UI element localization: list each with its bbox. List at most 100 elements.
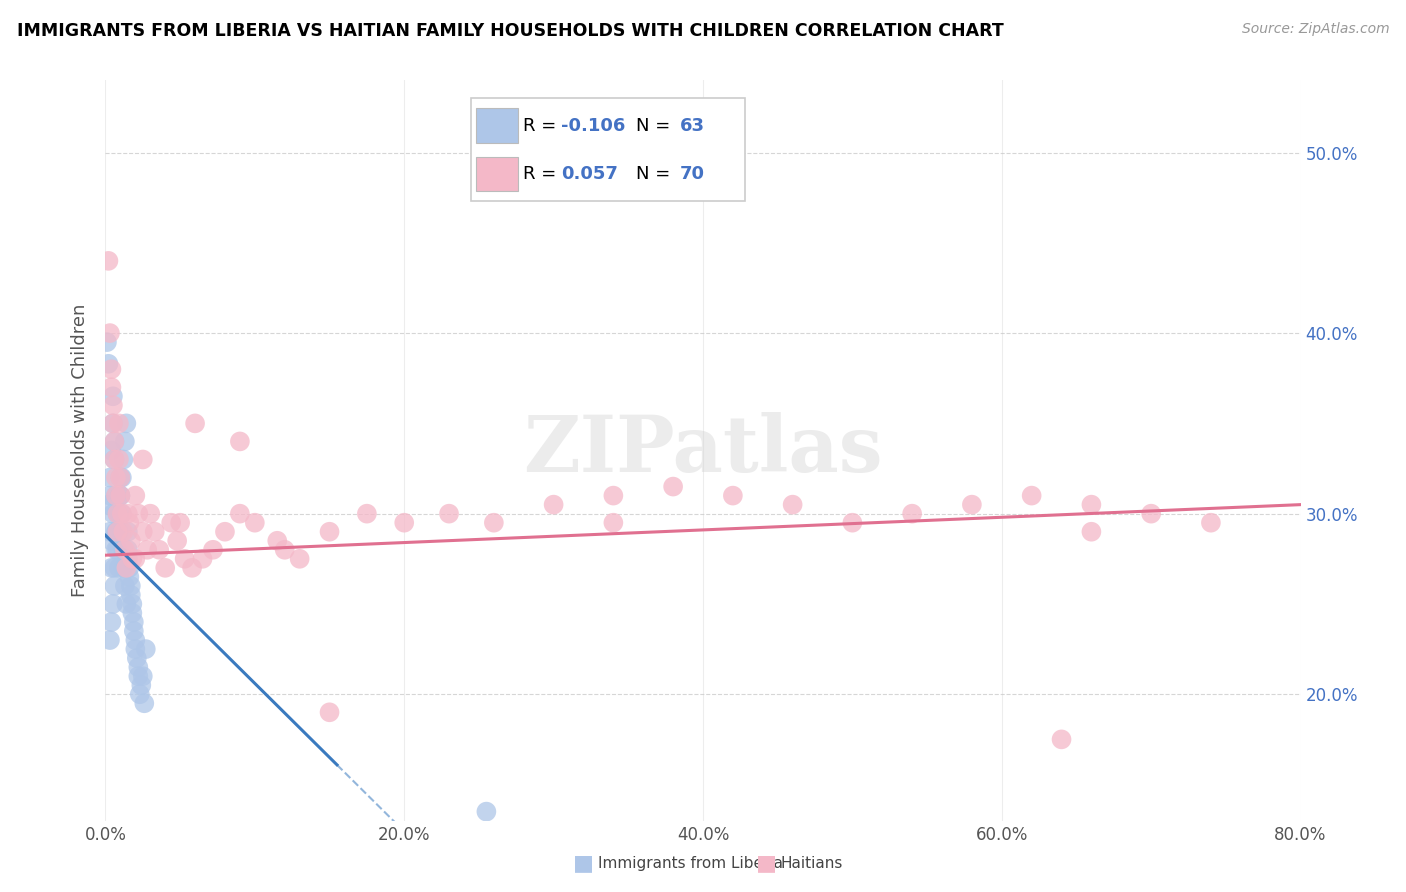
Point: [117, 542, 139, 557]
Point: [543, 498, 565, 512]
Point: [98, 633, 121, 648]
Text: ■: ■: [756, 854, 776, 873]
Point: [482, 516, 505, 530]
Point: [841, 516, 863, 530]
Point: [103, 434, 125, 449]
Point: [104, 489, 127, 503]
Point: [124, 642, 146, 657]
Point: [184, 417, 207, 431]
Point: [111, 524, 134, 539]
Point: [169, 516, 191, 530]
Point: [97, 357, 120, 371]
Point: [111, 470, 134, 484]
FancyBboxPatch shape: [471, 98, 745, 201]
Text: 0.057: 0.057: [561, 165, 619, 183]
Point: [117, 524, 139, 539]
Point: [960, 498, 983, 512]
Point: [1050, 732, 1073, 747]
Point: [104, 524, 127, 539]
Point: [103, 561, 125, 575]
Point: [602, 489, 624, 503]
FancyBboxPatch shape: [477, 157, 517, 192]
Point: [127, 669, 149, 683]
Point: [110, 489, 132, 503]
Point: [1140, 507, 1163, 521]
Point: [107, 542, 129, 557]
Point: [114, 434, 136, 449]
Point: [191, 551, 214, 566]
Point: [114, 579, 136, 593]
Point: [273, 542, 295, 557]
Point: [101, 597, 124, 611]
Point: [143, 524, 166, 539]
Point: [901, 507, 924, 521]
Point: [1080, 498, 1102, 512]
Point: [111, 507, 134, 521]
Point: [112, 561, 135, 575]
Point: [356, 507, 378, 521]
Point: [124, 551, 146, 566]
Point: [101, 417, 124, 431]
Point: [229, 434, 252, 449]
Point: [108, 417, 131, 431]
Text: 70: 70: [679, 165, 704, 183]
Point: [166, 533, 188, 548]
Point: [115, 417, 138, 431]
Point: [101, 507, 124, 521]
Point: [100, 362, 122, 376]
Point: [103, 452, 125, 467]
Point: [266, 533, 288, 548]
Point: [129, 678, 153, 692]
Point: [112, 452, 135, 467]
Text: N =: N =: [636, 165, 675, 183]
Point: [98, 470, 121, 484]
Text: Immigrants from Liberia: Immigrants from Liberia: [598, 856, 783, 871]
Point: [100, 533, 122, 548]
Point: [124, 633, 146, 648]
Point: [98, 326, 121, 340]
Point: [125, 651, 148, 665]
Point: [475, 805, 498, 819]
Point: [111, 507, 134, 521]
Point: [181, 561, 204, 575]
Point: [155, 561, 177, 575]
Point: [104, 489, 127, 503]
Point: [132, 452, 155, 467]
Point: [127, 660, 149, 674]
Point: [107, 507, 129, 521]
Point: [108, 452, 131, 467]
Point: [160, 516, 183, 530]
Point: [128, 687, 150, 701]
Point: [229, 507, 252, 521]
Text: -0.106: -0.106: [561, 117, 626, 135]
Text: R =: R =: [523, 117, 562, 135]
Point: [107, 524, 129, 539]
Text: N =: N =: [636, 117, 675, 135]
Point: [98, 524, 121, 539]
Point: [110, 489, 132, 503]
Point: [115, 597, 138, 611]
Point: [110, 470, 132, 484]
Text: 63: 63: [679, 117, 704, 135]
Point: [437, 507, 460, 521]
Point: [318, 706, 340, 720]
Point: [782, 498, 804, 512]
Point: [117, 551, 139, 566]
Point: [139, 507, 162, 521]
FancyBboxPatch shape: [477, 109, 517, 144]
Point: [288, 551, 311, 566]
Point: [394, 516, 416, 530]
Point: [120, 588, 142, 602]
Point: [132, 669, 155, 683]
Point: [103, 452, 125, 467]
Point: [214, 524, 236, 539]
Point: [118, 561, 141, 575]
Text: ■: ■: [574, 854, 593, 873]
Point: [110, 470, 132, 484]
Point: [602, 516, 624, 530]
Point: [114, 542, 136, 557]
Text: Source: ZipAtlas.com: Source: ZipAtlas.com: [1241, 22, 1389, 37]
Point: [122, 624, 145, 638]
Point: [202, 542, 225, 557]
Point: [118, 570, 141, 584]
